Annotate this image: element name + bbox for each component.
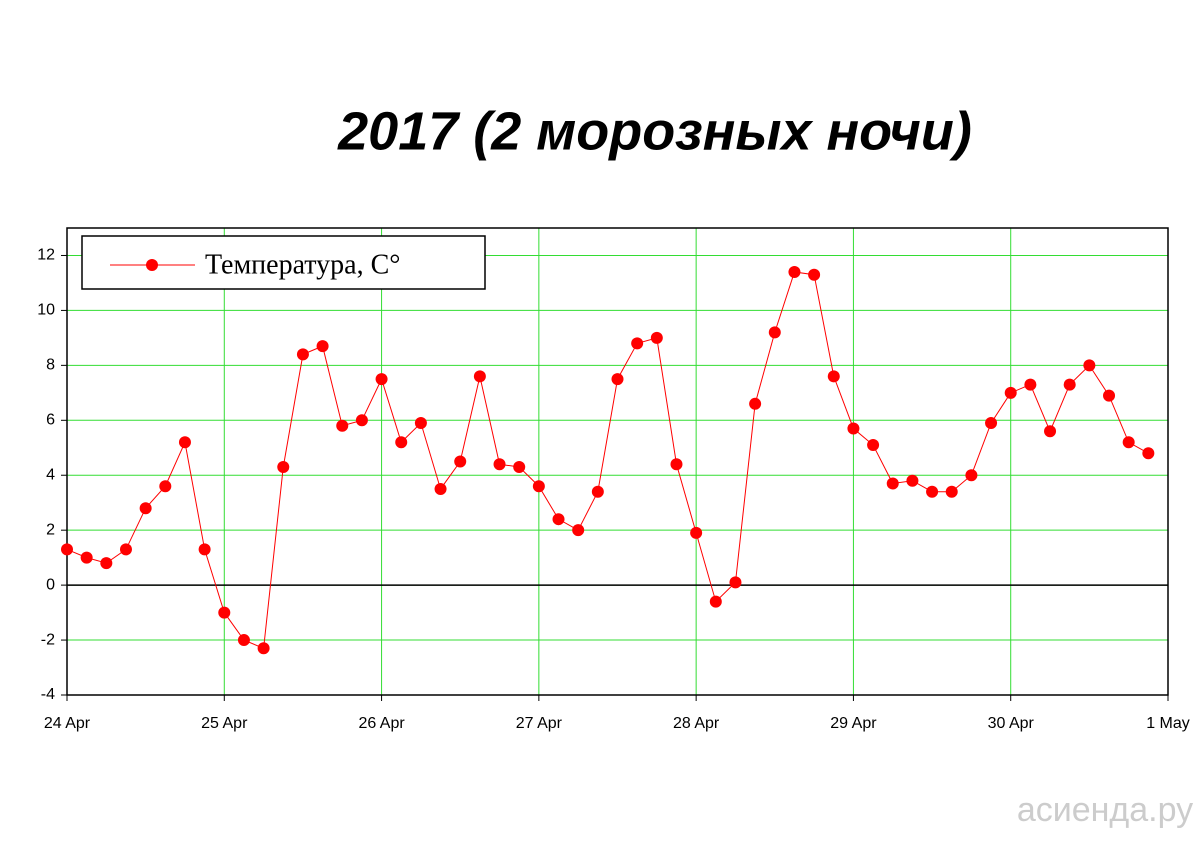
y-tick-label: 4	[46, 466, 55, 483]
point	[1004, 386, 1017, 399]
point	[139, 502, 152, 515]
point	[709, 595, 722, 608]
x-tick-label: 26 Apr	[358, 715, 405, 732]
x-tick-label: 30 Apr	[988, 715, 1035, 732]
point	[965, 469, 978, 482]
point	[119, 543, 132, 556]
y-tick-label: -2	[41, 631, 55, 648]
point	[768, 326, 781, 339]
point	[1063, 378, 1076, 391]
x-tick-label: 29 Apr	[830, 715, 877, 732]
x-tick-label: 25 Apr	[201, 715, 248, 732]
point	[867, 439, 880, 452]
point	[985, 417, 998, 430]
watermark: асиенда.ру	[1017, 791, 1193, 829]
y-tick-label: 10	[37, 302, 55, 319]
point	[1142, 447, 1155, 460]
point	[159, 480, 172, 493]
point	[926, 485, 939, 498]
point	[513, 460, 526, 473]
point	[690, 526, 703, 539]
x-tick-label: 28 Apr	[673, 715, 720, 732]
point	[611, 373, 624, 386]
point	[61, 543, 73, 556]
point	[395, 436, 408, 449]
point	[650, 331, 663, 344]
point	[198, 543, 211, 556]
y-tick-label: 0	[46, 576, 55, 593]
point	[454, 455, 467, 468]
series-line	[66, 271, 1149, 650]
point	[218, 606, 231, 619]
point	[277, 460, 290, 473]
x-tick-label: 1 May	[1146, 715, 1190, 732]
legend-label: Температура, C°	[205, 249, 400, 280]
point	[296, 348, 309, 361]
legend-marker	[146, 259, 158, 271]
point	[906, 474, 919, 487]
point	[80, 551, 93, 564]
point	[1044, 425, 1057, 438]
point	[808, 268, 821, 281]
point	[945, 485, 958, 498]
point	[847, 422, 860, 435]
point	[434, 482, 447, 495]
point	[493, 458, 506, 471]
point	[355, 414, 368, 427]
chart-title: 2017 (2 морозных ночи)	[337, 101, 972, 161]
point	[1083, 359, 1096, 372]
point	[572, 524, 585, 537]
x-tick-label: 24 Apr	[44, 715, 91, 732]
y-tick-label: 12	[37, 247, 55, 264]
y-tick-label: 2	[46, 521, 55, 538]
y-tick-label: 8	[46, 357, 55, 374]
y-tick-label: -4	[41, 686, 55, 703]
point	[336, 419, 349, 432]
point	[414, 417, 427, 430]
point	[729, 576, 742, 589]
point	[178, 436, 191, 449]
point	[532, 480, 545, 493]
point	[670, 458, 683, 471]
point	[1024, 378, 1037, 391]
point	[316, 340, 329, 353]
point	[631, 337, 644, 350]
point	[552, 513, 565, 526]
point	[886, 477, 899, 490]
point	[591, 485, 604, 498]
point	[788, 265, 801, 278]
plot-frame	[66, 227, 1169, 696]
point	[1122, 436, 1135, 449]
point	[749, 397, 762, 410]
point	[827, 370, 840, 383]
point	[257, 642, 270, 655]
point	[375, 373, 388, 386]
point	[100, 557, 113, 570]
y-tick-label: 6	[46, 412, 55, 429]
point	[237, 634, 250, 647]
x-tick-label: 27 Apr	[516, 715, 563, 732]
point	[1103, 389, 1116, 402]
point	[473, 370, 486, 383]
